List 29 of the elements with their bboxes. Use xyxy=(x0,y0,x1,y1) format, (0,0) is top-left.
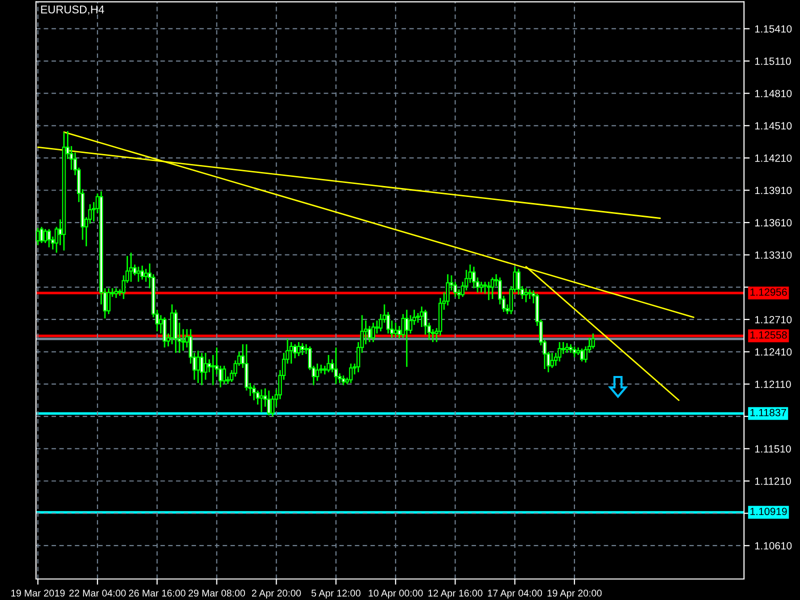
ref-line-label: 1.12558 xyxy=(750,331,787,339)
y-tick-label: 1.13910 xyxy=(755,186,792,194)
x-tick-label: 29 Mar 08:00 xyxy=(188,590,245,597)
y-tick-label: 1.13610 xyxy=(755,219,792,226)
y-tick-label: 1.15110 xyxy=(755,58,791,65)
y-tick-label: 1.14510 xyxy=(755,122,792,130)
y-tick-label: 1.12410 xyxy=(755,348,792,356)
y-tick-label: 1.12110 xyxy=(755,380,791,388)
ref-line-label: 1.12956 xyxy=(750,288,787,296)
y-tick-label: 1.14810 xyxy=(755,90,792,98)
x-tick-label: 19 Mar 2019 xyxy=(11,590,65,597)
ref-line-label: 1.11837 xyxy=(750,408,786,416)
y-tick-label: 1.11210 xyxy=(755,478,791,485)
y-tick-label: 1.14210 xyxy=(755,154,792,162)
x-tick-label: 12 Apr 16:00 xyxy=(428,590,482,598)
x-tick-label: 26 Mar 16:00 xyxy=(128,590,186,597)
x-tick-label: 22 Mar 04:00 xyxy=(69,590,126,597)
y-tick-label: 1.13310 xyxy=(755,251,792,259)
y-tick-label: 1.12710 xyxy=(755,316,792,324)
ref-line-label: 1.10919 xyxy=(750,508,787,516)
y-tick-label: 1.11510 xyxy=(755,445,791,453)
x-tick-label: 19 Apr 20:00 xyxy=(548,590,602,598)
x-tick-label: 2 Apr 20:00 xyxy=(252,590,301,598)
x-tick-label: 5 Apr 12:00 xyxy=(311,590,360,598)
y-tick-label: 1.10610 xyxy=(755,542,792,550)
y-tick-label: 1.15410 xyxy=(755,25,792,33)
x-tick-label: 17 Apr 04:00 xyxy=(488,590,542,598)
x-tick-label: 10 Apr 00:00 xyxy=(368,590,423,598)
chart-title: EURUSD,H4 xyxy=(41,6,104,15)
